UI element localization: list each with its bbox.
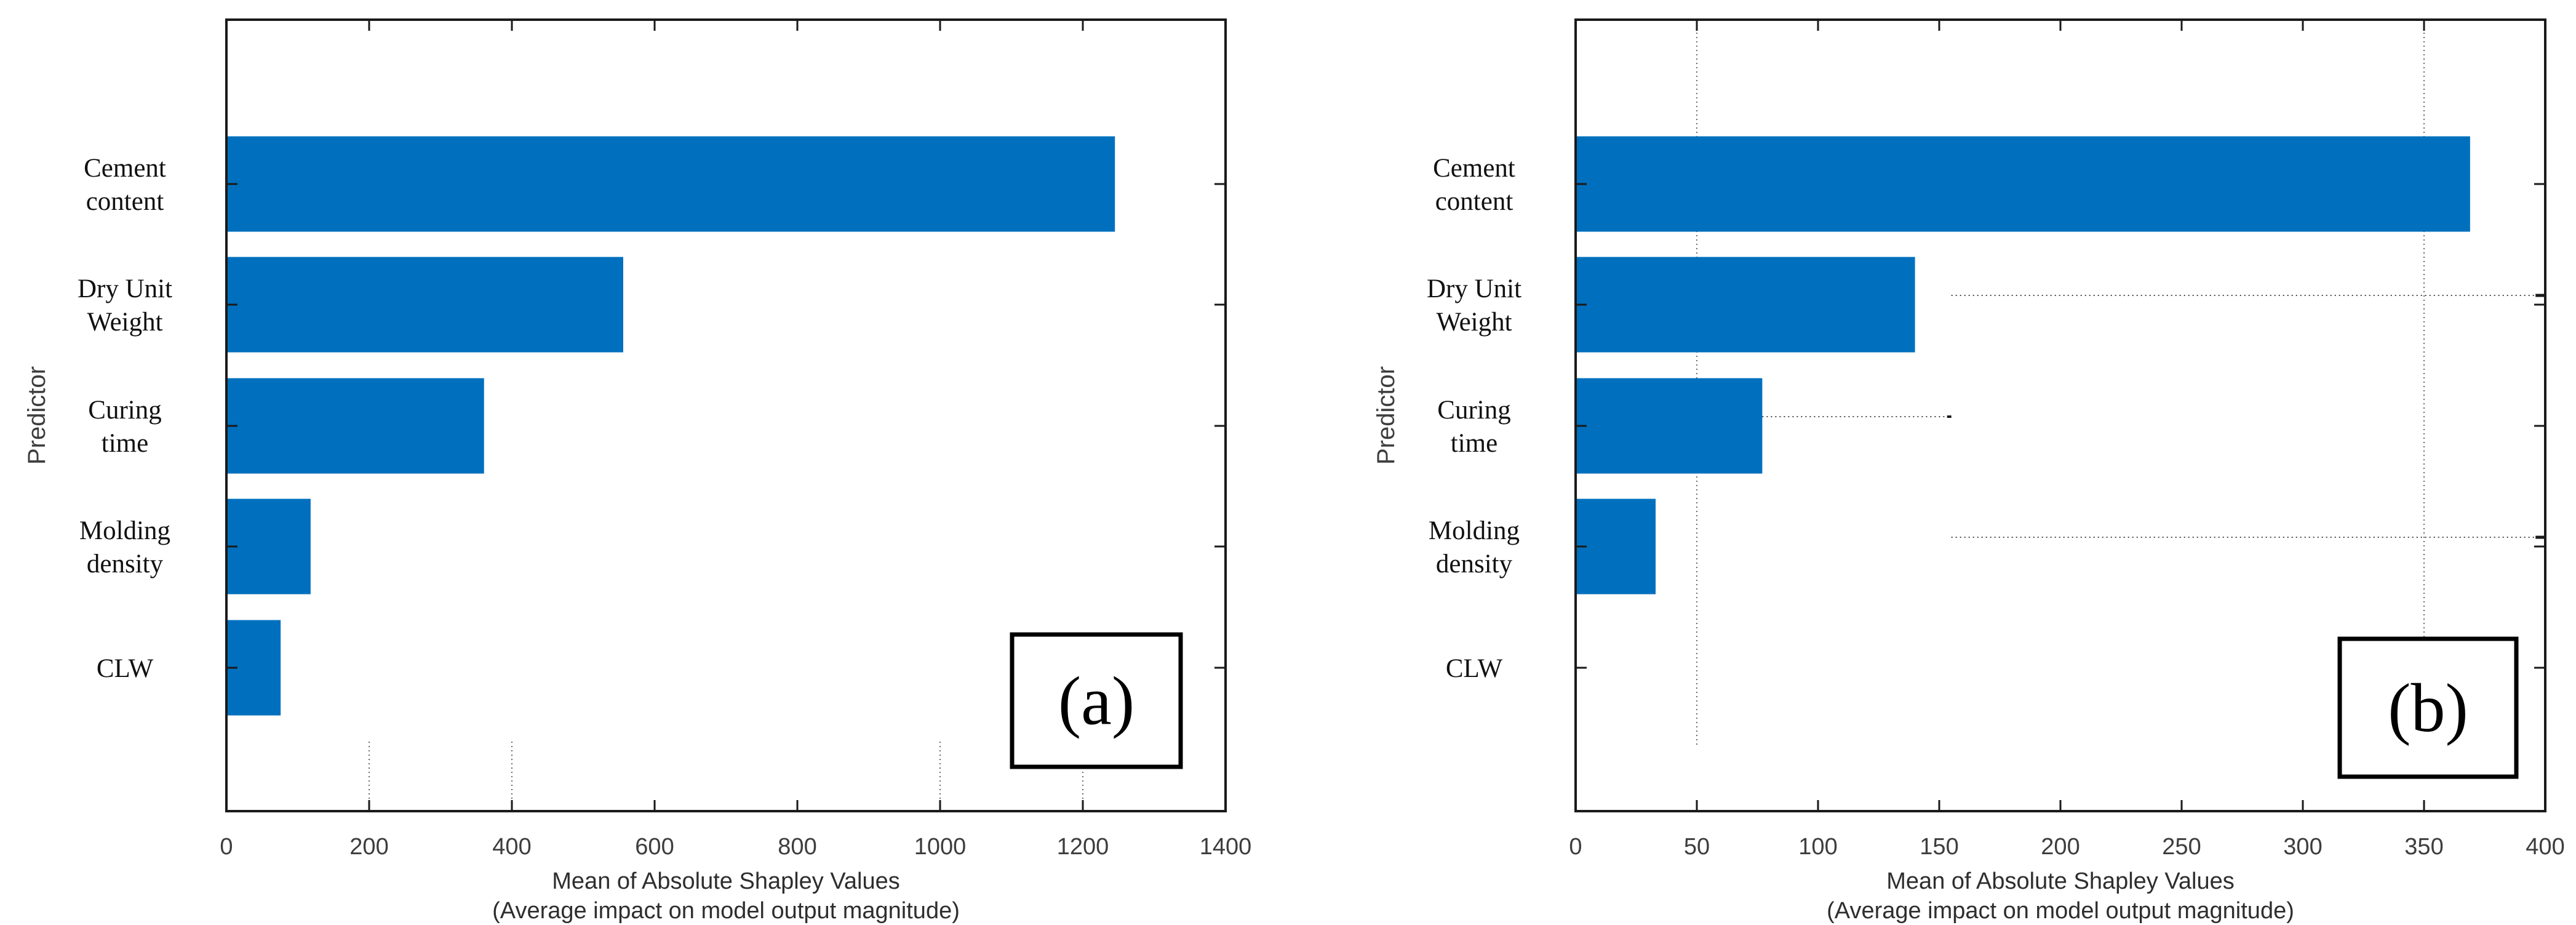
x-tick-label-200: 200 xyxy=(2041,834,2080,860)
x-tick-label-1200: 1200 xyxy=(1057,834,1109,860)
x-tick-label-0: 0 xyxy=(1569,834,1582,860)
category-line: Cement xyxy=(1433,154,1515,183)
y-axis-title: Predictor xyxy=(23,366,50,465)
x-tick-label-100: 100 xyxy=(1798,834,1837,860)
category-line: Curing xyxy=(88,396,161,425)
category-line: content xyxy=(86,187,164,216)
category-label-curing-time: Curing time xyxy=(88,396,161,458)
x-tick-label-600: 600 xyxy=(635,834,674,860)
category-label-clw: CLW xyxy=(1446,654,1503,683)
x-tick-label-400: 400 xyxy=(492,834,531,860)
panel-label-box-b xyxy=(2337,636,2519,779)
category-line: time xyxy=(102,429,148,458)
category-line: Molding xyxy=(1429,516,1520,545)
category-line: density xyxy=(87,550,164,579)
x-tick-label-350: 350 xyxy=(2404,834,2443,860)
category-label-curing-time: Curing time xyxy=(1437,396,1510,458)
panel-b: 0 50 100 150 200 250 300 350 400 Cement content Dry… xyxy=(1288,0,2576,925)
x-tick-label-300: 300 xyxy=(2283,834,2322,860)
x-tick-label-50: 50 xyxy=(1684,834,1710,860)
category-label-cement-content: Cement content xyxy=(84,154,166,216)
x-tick-label-400: 400 xyxy=(2526,834,2564,860)
bar-curing-time xyxy=(226,378,484,474)
x-axis-title-line1: Mean of Absolute Shapley Values xyxy=(1886,868,2234,894)
x-axis-title-line2: (Average impact on model output magnitud… xyxy=(492,898,960,924)
category-line: Dry Unit xyxy=(1427,274,1521,303)
category-label-clw: CLW xyxy=(97,654,154,683)
panel-label-b: (b) xyxy=(2388,670,2468,747)
bar-chart-b: 0 50 100 150 200 250 300 350 400 Cement content Dry… xyxy=(1373,18,2565,924)
category-label-dry-unit-weight: Dry Unit Weight xyxy=(78,274,172,337)
category-label-molding-density: Molding density xyxy=(1429,516,1520,579)
x-tick-label-800: 800 xyxy=(778,834,816,860)
plot-box xyxy=(225,18,1227,812)
category-line: Weight xyxy=(1436,308,1512,337)
category-line: Dry Unit xyxy=(78,274,172,303)
x-axis-title-line1: Mean of Absolute Shapley Values xyxy=(552,868,899,894)
bar-dry-unit-weight xyxy=(226,257,623,353)
x-tick-label-1000: 1000 xyxy=(914,834,967,860)
bar-dry-unit-weight xyxy=(1576,257,1915,353)
bar-cement-content xyxy=(1576,136,2470,232)
bar-curing-time xyxy=(1576,378,1763,474)
category-line: Weight xyxy=(87,308,162,337)
category-label-dry-unit-weight: Dry Unit Weight xyxy=(1427,274,1521,337)
bar-cement-content xyxy=(226,136,1115,232)
category-line: content xyxy=(1435,187,1513,216)
x-axis-title-line2: (Average impact on model output magnitud… xyxy=(1827,898,2294,924)
x-tick-label-1400: 1400 xyxy=(1200,834,1252,860)
category-label-molding-density: Molding density xyxy=(79,516,170,579)
y-axis-title: Predictor xyxy=(1373,366,1400,465)
category-line: Curing xyxy=(1437,396,1510,425)
panel-a: 0 200 400 600 800 1000 1200 1400 Cement content Dr… xyxy=(23,18,1252,924)
category-line: time xyxy=(1451,429,1497,458)
category-line: CLW xyxy=(1446,654,1503,683)
category-line: density xyxy=(1436,550,1513,579)
bar-molding-density xyxy=(226,499,311,595)
x-tick-label-200: 200 xyxy=(349,834,388,860)
x-tick-label-150: 150 xyxy=(1920,834,1958,860)
panel-label-box-a xyxy=(1010,632,1183,769)
category-line: Molding xyxy=(79,516,170,545)
category-line: CLW xyxy=(97,654,154,683)
x-tick-label-250: 250 xyxy=(2162,834,2201,860)
bar-chart-a: 0 200 400 600 800 1000 1200 1400 Cement content Dr… xyxy=(23,18,1252,924)
category-label-cement-content: Cement content xyxy=(1433,154,1515,216)
x-tick-label-0: 0 xyxy=(220,834,233,860)
bar-molding-density xyxy=(1576,499,1656,595)
category-line: Cement xyxy=(84,154,166,183)
panel-label-a: (a) xyxy=(1058,663,1134,740)
